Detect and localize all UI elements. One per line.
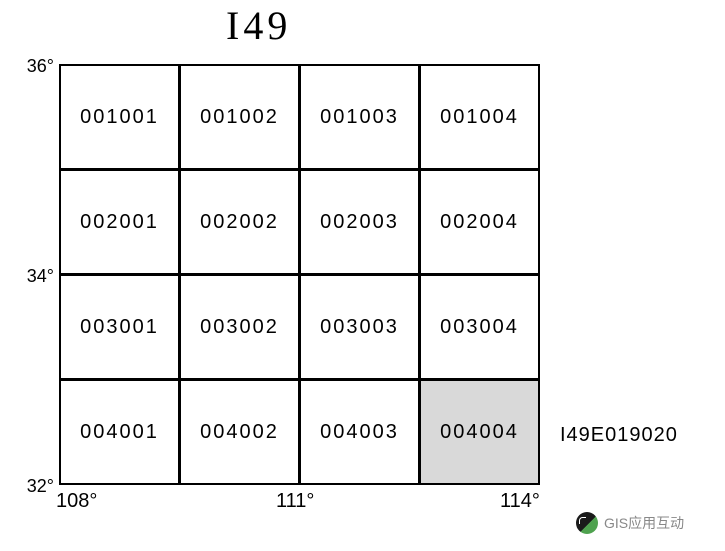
grid-cell: 003004 (419, 274, 540, 380)
x-axis-label-1: 111° (276, 490, 314, 513)
y-axis-label-1: 34° (0, 266, 54, 287)
diagram-title: I49 (226, 2, 291, 49)
grid-cell: 002001 (59, 169, 180, 275)
watermark: GIS应用互动 (576, 512, 684, 534)
grid-cell: 002003 (299, 169, 420, 275)
grid-cell: 003003 (299, 274, 420, 380)
grid-cell: 001004 (419, 64, 540, 170)
x-axis-label-0: 108° (56, 490, 97, 513)
grid-cell: 002004 (419, 169, 540, 275)
wechat-icon (576, 512, 598, 534)
sheet-grid: 001001 001002 001003 001004 002001 00200… (60, 65, 540, 485)
grid-cell: 001001 (59, 64, 180, 170)
grid-cell: 003002 (179, 274, 300, 380)
sheet-code-label: I49E019020 (560, 424, 678, 447)
y-axis-label-2: 32° (0, 476, 54, 497)
x-axis-label-2: 114° (500, 490, 540, 513)
grid-cell: 001003 (299, 64, 420, 170)
y-axis-label-0: 36° (0, 56, 54, 77)
watermark-text: GIS应用互动 (604, 513, 684, 533)
grid-cell: 002002 (179, 169, 300, 275)
grid-cell: 001002 (179, 64, 300, 170)
grid-cell-highlighted: 004004 (419, 379, 540, 485)
grid-cell: 004001 (59, 379, 180, 485)
grid-cell: 004002 (179, 379, 300, 485)
grid-cell: 004003 (299, 379, 420, 485)
grid-cell: 003001 (59, 274, 180, 380)
